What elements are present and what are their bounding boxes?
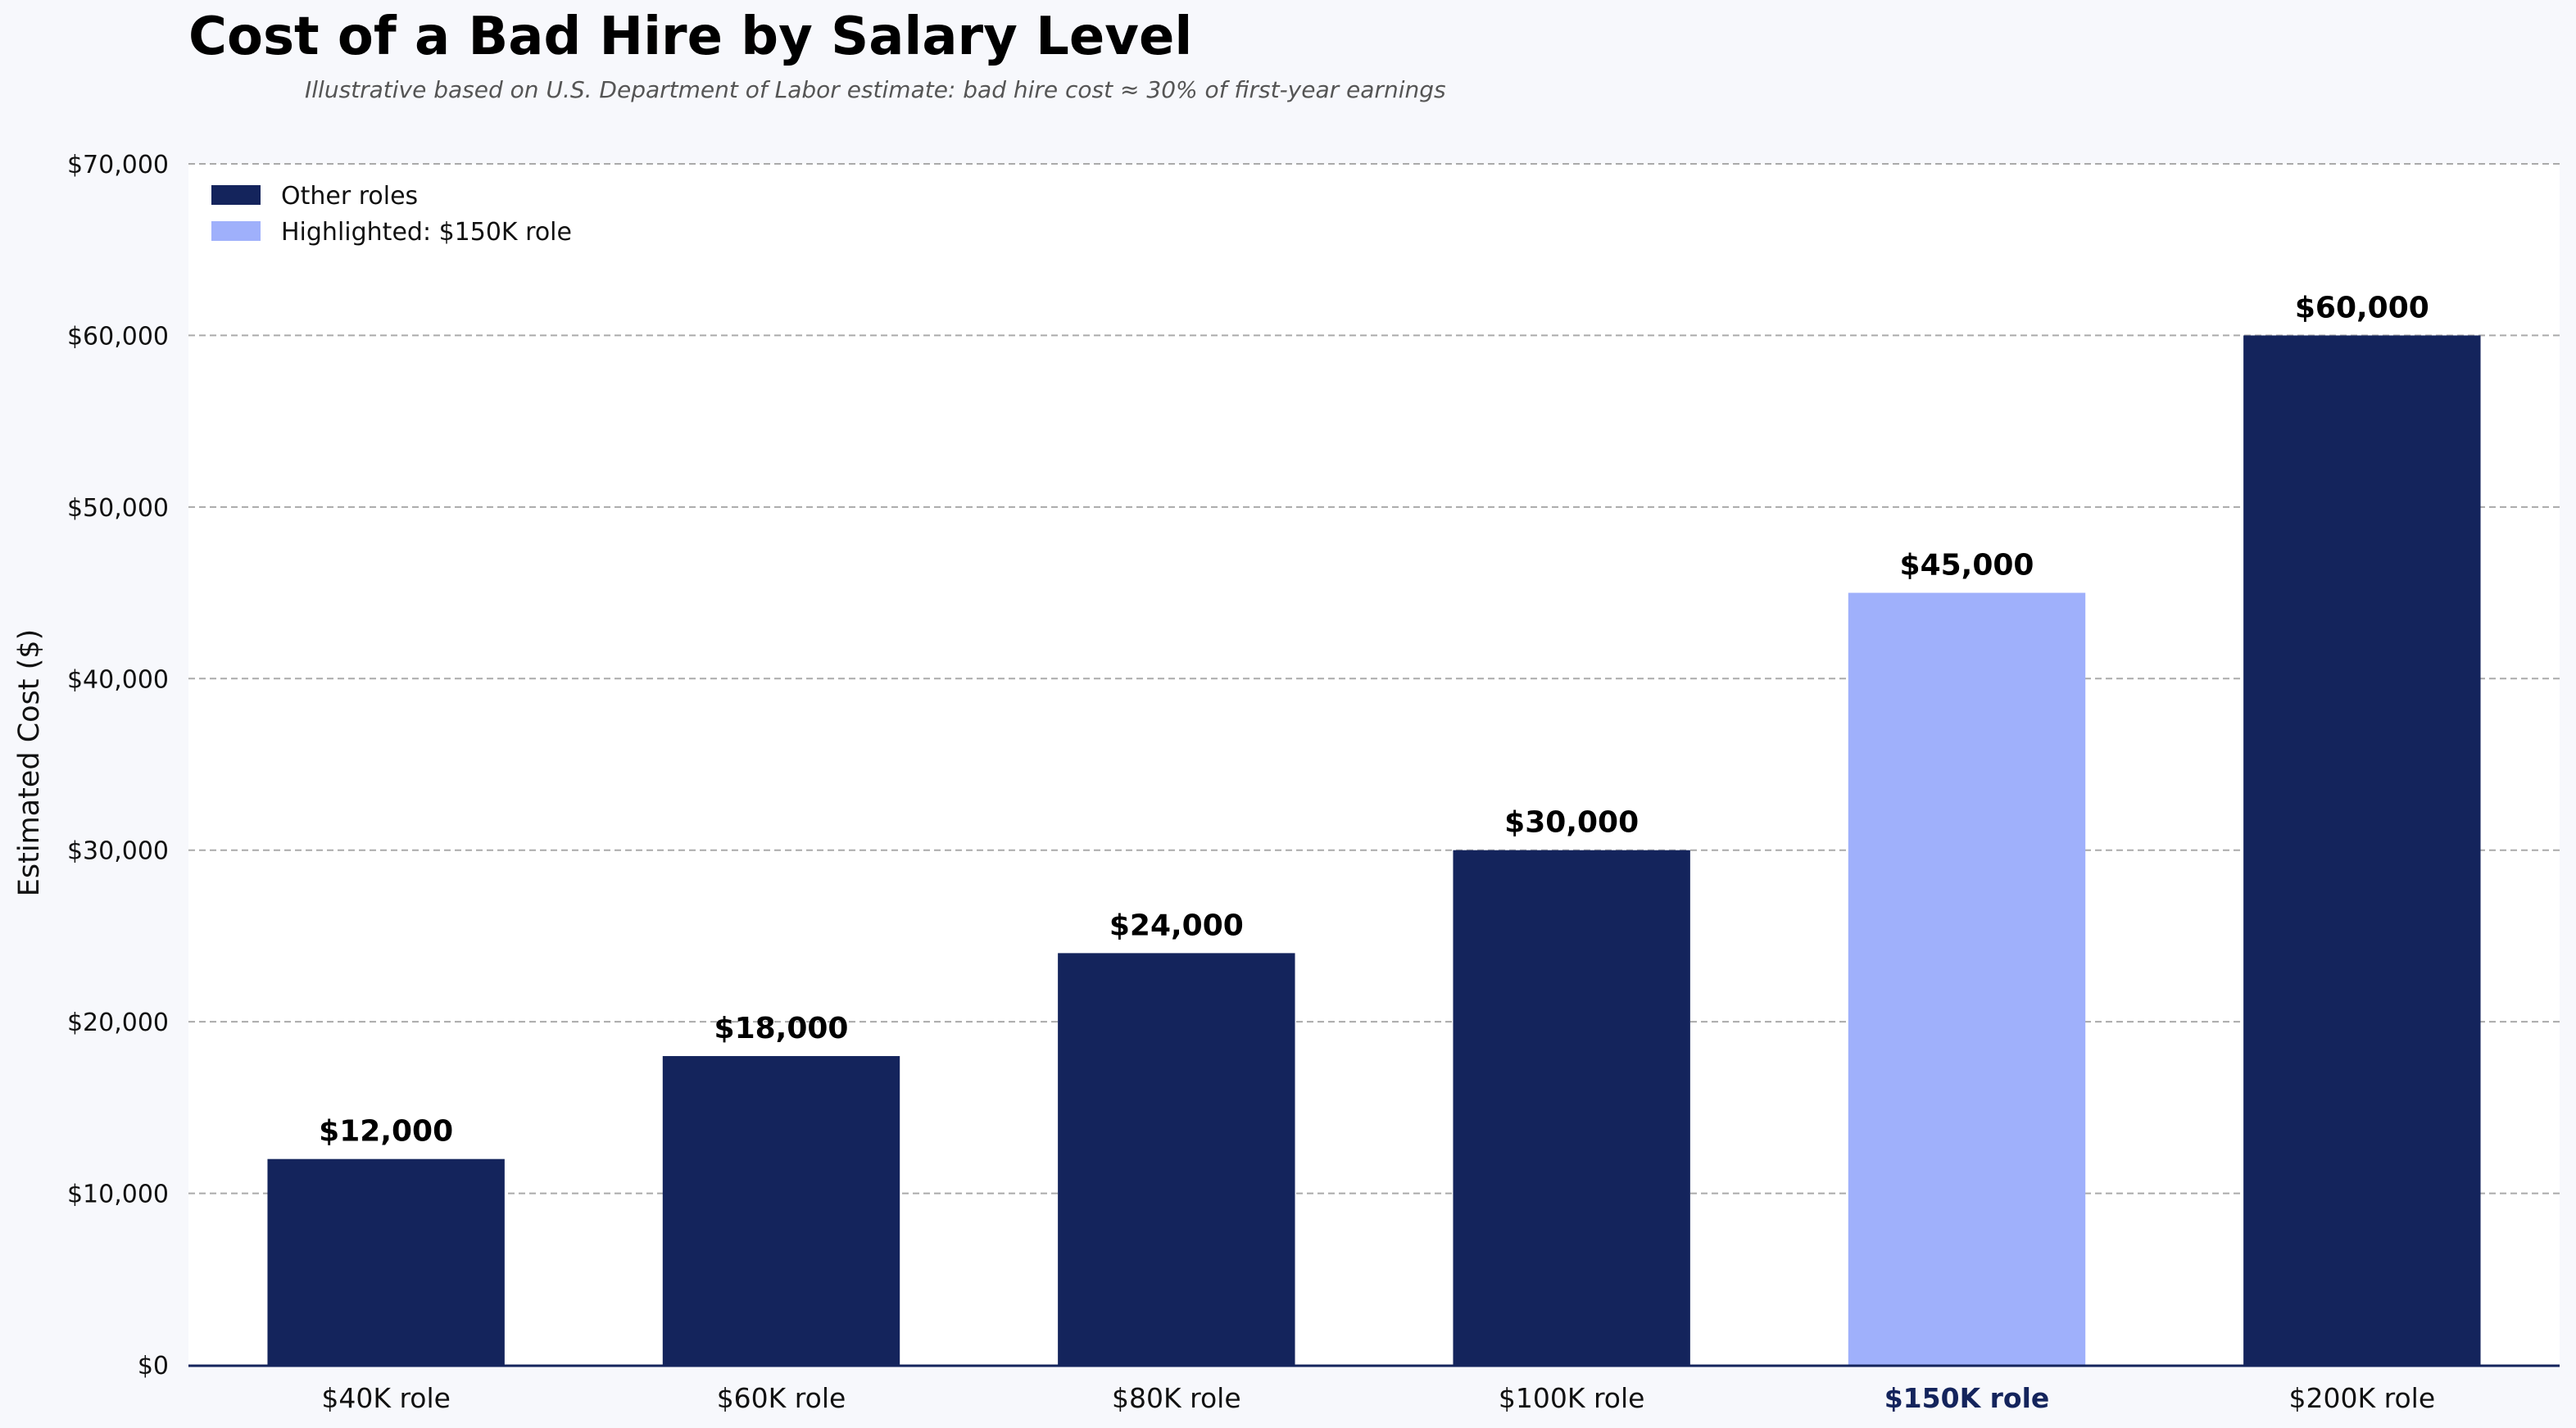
grid-lines [188, 163, 2560, 1195]
x-axis-ticks: $40K role $60K role $80K role $100K role $15… [321, 1382, 2435, 1414]
y-tick-label: $0 [138, 1352, 169, 1380]
chart-subtitle: Illustrative based on U.S. Department of… [305, 76, 1446, 103]
y-axis-label: Estimated Cost ($) [13, 629, 46, 896]
legend: Other roles Highlighted: $150K role [211, 182, 572, 247]
y-axis-ticks: $0 $10,000 $20,000 $30,000 $40,000 $50,000 $60… [67, 151, 169, 1380]
bar-value-label: $30,000 [1504, 806, 1639, 840]
y-tick-label: $50,000 [67, 494, 169, 523]
bars [267, 335, 2481, 1365]
data-labels: $12,000 $18,000 $24,000 $30,000 $45,000 $60,0… [319, 291, 2429, 1148]
bar [1058, 953, 1295, 1365]
y-tick-label: $40,000 [67, 665, 169, 694]
bar [1453, 850, 1690, 1365]
bar-value-label: $24,000 [1109, 909, 1244, 942]
bar-value-label: $18,000 [714, 1012, 849, 1045]
bar [267, 1158, 505, 1365]
legend-swatch-highlight [211, 221, 261, 241]
bar [2243, 335, 2481, 1365]
x-tick-label: $60K role [717, 1382, 846, 1414]
y-tick-label: $60,000 [67, 322, 169, 351]
y-tick-label: $20,000 [67, 1009, 169, 1037]
x-tick-label: $150K role [1884, 1382, 2050, 1414]
legend-label-other: Other roles [281, 182, 418, 211]
y-tick-label: $10,000 [67, 1181, 169, 1209]
legend-swatch-other [211, 185, 261, 205]
bar [662, 1056, 900, 1365]
x-tick-label: $80K role [1112, 1382, 1241, 1414]
bar-value-label: $12,000 [319, 1115, 453, 1149]
x-tick-label: $200K role [2289, 1382, 2436, 1414]
plot-area [188, 164, 2560, 1365]
bar-value-label: $45,000 [1900, 549, 2034, 583]
y-tick-label: $70,000 [67, 151, 169, 179]
bar-highlighted [1848, 592, 2086, 1365]
chart-title: Cost of a Bad Hire by Salary Level [188, 7, 1192, 67]
bar-value-label: $60,000 [2295, 291, 2429, 324]
y-tick-label: $30,000 [67, 837, 169, 866]
x-tick-label: $40K role [321, 1382, 451, 1414]
legend-label-highlight: Highlighted: $150K role [281, 218, 572, 247]
x-tick-label: $100K role [1499, 1382, 1645, 1414]
